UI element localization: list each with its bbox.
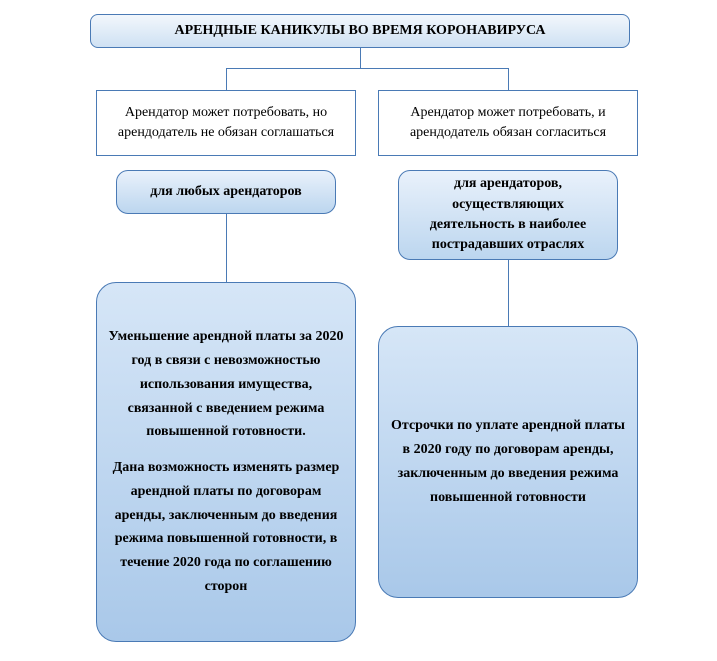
branch-a-sub: для любых арендаторов [116,170,336,214]
branch-b-header: Арендатор может потребовать, и арендодат… [378,90,638,156]
branch-a-header: Арендатор может потребовать, но арендода… [96,90,356,156]
conn-b-down1 [508,68,509,90]
branch-a-leaf: Уменьшение арендной платы за 2020 год в … [96,282,356,642]
conn-a-down1 [226,68,227,90]
diagram-title: АРЕНДНЫЕ КАНИКУЛЫ ВО ВРЕМЯ КОРОНАВИРУСА [90,14,630,48]
branch-a-sub-text: для любых арендаторов [150,182,301,202]
conn-b-sub-leaf [508,260,509,326]
branch-b-sub-text: для арендаторов, осуществляющих деятельн… [409,174,607,255]
branch-a-header-text: Арендатор может потребовать, но арендода… [107,103,345,144]
conn-a-sub-leaf [226,214,227,282]
branch-b-leaf: Отсрочки по уплате арендной платы в 2020… [378,326,638,598]
diagram-title-text: АРЕНДНЫЕ КАНИКУЛЫ ВО ВРЕМЯ КОРОНАВИРУСА [174,23,545,39]
branch-b-header-text: Арендатор может потребовать, и арендодат… [389,103,627,144]
branch-a-leaf-p2: Дана возможность изменять размер арендно… [107,456,345,599]
branch-b-leaf-text: Отсрочки по уплате арендной платы в 2020… [389,414,627,509]
conn-title-down [360,48,361,68]
branch-b-sub: для арендаторов, осуществляющих деятельн… [398,170,618,260]
branch-a-leaf-p1: Уменьшение арендной платы за 2020 год в … [107,325,345,444]
conn-h-split [226,68,508,69]
